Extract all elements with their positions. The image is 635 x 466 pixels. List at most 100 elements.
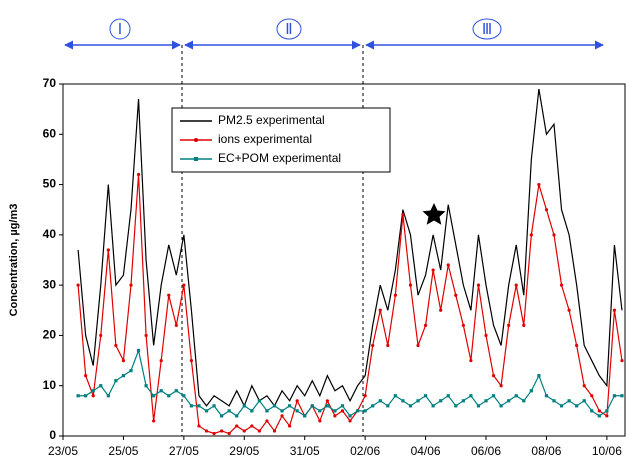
point [544, 394, 549, 398]
point [575, 343, 579, 348]
point [559, 404, 564, 408]
point [408, 404, 413, 408]
point [182, 283, 186, 287]
point [235, 414, 239, 418]
point [514, 394, 518, 398]
point [454, 293, 458, 297]
point [265, 419, 269, 423]
y-tick-label: 30 [43, 277, 57, 291]
point [431, 268, 435, 272]
point [182, 394, 186, 398]
point [280, 409, 284, 413]
point [91, 394, 95, 398]
point [401, 213, 405, 217]
point [99, 384, 103, 388]
point [363, 409, 367, 413]
point [552, 399, 556, 403]
x-tick-label: 27/05 [169, 444, 199, 458]
phase-label: Ⅲ [482, 21, 492, 38]
legend-marker [194, 138, 198, 142]
point [340, 409, 345, 413]
point [152, 394, 156, 398]
point [348, 414, 352, 418]
point [318, 419, 322, 423]
point [114, 379, 118, 383]
point [386, 404, 390, 408]
x-tick-label: 31/05 [290, 444, 320, 458]
point [514, 283, 518, 287]
point [242, 404, 246, 408]
point [529, 233, 533, 237]
point [507, 323, 511, 327]
point [597, 409, 601, 413]
plot-area [62, 83, 626, 437]
point [136, 172, 141, 177]
y-tick-label: 60 [43, 126, 57, 140]
point [340, 404, 345, 408]
point [590, 409, 594, 413]
point [439, 399, 443, 403]
point [582, 399, 586, 403]
point [446, 263, 450, 267]
point [559, 283, 564, 287]
x-tick-label: 06/06 [471, 444, 501, 458]
point [590, 394, 594, 398]
point [227, 431, 231, 436]
point [386, 343, 390, 348]
x-tick-label: 02/06 [350, 444, 380, 458]
point [303, 414, 307, 418]
legend-label: EC+POM experimental [218, 151, 341, 165]
point [272, 429, 277, 433]
point [355, 409, 360, 413]
y-axis-label: Concentration, µg/m3 [8, 204, 20, 317]
point [476, 283, 481, 287]
point [76, 283, 80, 287]
point [91, 389, 95, 393]
star-annotation [422, 203, 446, 225]
point [220, 429, 224, 433]
point [129, 283, 133, 287]
point [106, 248, 110, 252]
legend-label: ions experimental [218, 132, 312, 146]
point [318, 409, 322, 413]
point [499, 404, 503, 408]
point [469, 394, 473, 398]
point [250, 409, 254, 413]
point [189, 404, 194, 408]
point [567, 308, 571, 312]
point [288, 424, 292, 428]
point [484, 333, 488, 338]
point [378, 308, 382, 312]
point [106, 394, 110, 398]
point [129, 369, 133, 373]
point [121, 358, 126, 363]
point [469, 358, 473, 363]
x-tick-label: 25/05 [108, 444, 138, 458]
point [197, 404, 201, 408]
point [272, 404, 277, 408]
point [174, 389, 178, 393]
point [544, 208, 549, 212]
series-line [77, 88, 623, 408]
point [416, 343, 420, 348]
point [280, 414, 284, 418]
point [174, 323, 178, 327]
point [612, 308, 617, 312]
point [159, 389, 163, 393]
point [597, 414, 601, 418]
point [567, 399, 571, 403]
point [220, 414, 224, 418]
point [84, 374, 88, 378]
point [499, 384, 503, 388]
point [84, 394, 88, 398]
x-tick-label: 10/06 [592, 444, 622, 458]
point [197, 424, 201, 428]
phase-label: Ⅱ [285, 21, 292, 38]
x-tick-label: 23/05 [48, 444, 78, 458]
y-tick-label: 50 [43, 177, 57, 191]
point [378, 399, 382, 403]
point [250, 424, 254, 428]
point [310, 404, 314, 408]
point [423, 323, 428, 327]
